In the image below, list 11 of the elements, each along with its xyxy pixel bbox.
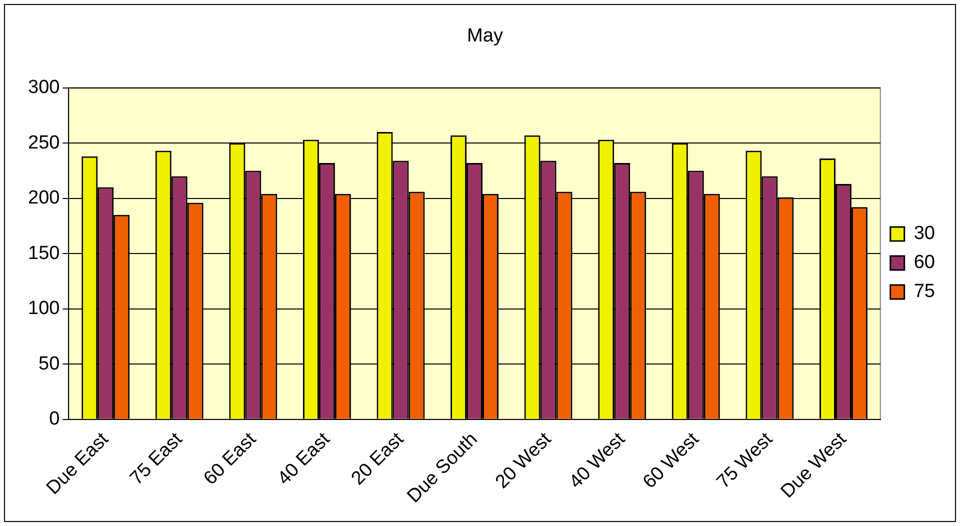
y-tick-label: 100	[28, 298, 60, 320]
y-tick-label: 300	[28, 77, 60, 98]
legend-label: 30	[914, 223, 936, 244]
y-tick-label: 200	[28, 188, 60, 209]
y-tick-label: 50	[38, 353, 60, 374]
legend-label: 75	[914, 281, 936, 302]
y-tick-label: 150	[28, 242, 60, 264]
chart-title: May	[467, 26, 504, 47]
legend-label: 60	[914, 252, 936, 274]
y-tick-label: 0	[49, 408, 60, 430]
y-tick-label: 250	[28, 132, 60, 154]
